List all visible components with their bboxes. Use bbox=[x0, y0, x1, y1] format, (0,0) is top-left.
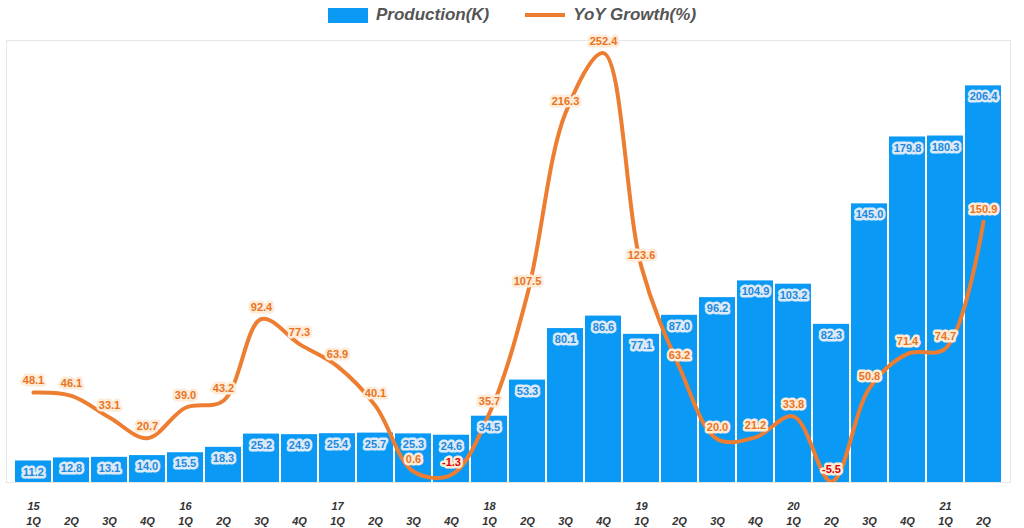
svg-text:4Q: 4Q bbox=[291, 515, 307, 527]
svg-text:43.2: 43.2 bbox=[213, 382, 234, 394]
svg-text:48.1: 48.1 bbox=[23, 374, 44, 386]
svg-text:4Q: 4Q bbox=[595, 515, 611, 527]
svg-text:24.9: 24.9 bbox=[289, 439, 310, 451]
svg-text:13.1: 13.1 bbox=[99, 462, 120, 474]
svg-text:4Q: 4Q bbox=[747, 515, 763, 527]
svg-text:-5.5: -5.5 bbox=[822, 463, 841, 475]
svg-text:87.0: 87.0 bbox=[669, 320, 690, 332]
svg-text:216.3: 216.3 bbox=[552, 95, 580, 107]
svg-text:25.7: 25.7 bbox=[365, 438, 386, 450]
svg-text:179.8: 179.8 bbox=[894, 141, 922, 153]
svg-text:151Q: 151Q bbox=[26, 500, 41, 527]
svg-text:74.7: 74.7 bbox=[935, 330, 956, 342]
svg-text:104.9: 104.9 bbox=[742, 285, 770, 297]
svg-text:3Q: 3Q bbox=[710, 515, 725, 527]
svg-text:24.6: 24.6 bbox=[441, 440, 462, 452]
svg-text:40.1: 40.1 bbox=[365, 387, 386, 399]
svg-text:103.2: 103.2 bbox=[780, 289, 808, 301]
svg-text:25.3: 25.3 bbox=[403, 438, 424, 450]
svg-text:2Q: 2Q bbox=[671, 515, 687, 527]
svg-text:63.2: 63.2 bbox=[669, 349, 690, 361]
svg-text:3Q: 3Q bbox=[558, 515, 573, 527]
svg-text:3Q: 3Q bbox=[862, 515, 877, 527]
svg-text:20.7: 20.7 bbox=[137, 420, 158, 432]
svg-text:77.1: 77.1 bbox=[631, 339, 652, 351]
svg-text:2Q: 2Q bbox=[823, 515, 839, 527]
svg-text:3Q: 3Q bbox=[254, 515, 269, 527]
svg-text:-1.3: -1.3 bbox=[442, 456, 461, 468]
svg-text:211Q: 211Q bbox=[938, 500, 953, 527]
svg-text:14.0: 14.0 bbox=[137, 460, 158, 472]
svg-text:206.4: 206.4 bbox=[970, 90, 998, 102]
svg-text:11.2: 11.2 bbox=[23, 465, 44, 477]
svg-text:96.2: 96.2 bbox=[707, 302, 728, 314]
svg-text:180.3: 180.3 bbox=[932, 141, 960, 153]
svg-text:50.8: 50.8 bbox=[859, 370, 880, 382]
svg-text:34.5: 34.5 bbox=[479, 421, 500, 433]
svg-text:2Q: 2Q bbox=[367, 515, 383, 527]
svg-text:201Q: 201Q bbox=[786, 500, 801, 527]
svg-text:77.3: 77.3 bbox=[289, 326, 310, 338]
svg-text:2Q: 2Q bbox=[63, 515, 79, 527]
html-text:YoY Growth(%): YoY Growth(%) bbox=[573, 5, 696, 24]
svg-text:92.4: 92.4 bbox=[251, 301, 273, 313]
svg-text:21.2: 21.2 bbox=[745, 419, 766, 431]
svg-text:33.8: 33.8 bbox=[783, 398, 804, 410]
svg-text:63.9: 63.9 bbox=[327, 348, 348, 360]
svg-text:20.0: 20.0 bbox=[707, 421, 728, 433]
svg-text:53.3: 53.3 bbox=[517, 385, 538, 397]
svg-text:145.0: 145.0 bbox=[856, 208, 884, 220]
svg-text:171Q: 171Q bbox=[330, 500, 345, 527]
svg-text:39.0: 39.0 bbox=[175, 389, 196, 401]
svg-text:3Q: 3Q bbox=[102, 515, 117, 527]
html-text:Production(K): Production(K) bbox=[375, 5, 490, 24]
svg-text:107.5: 107.5 bbox=[514, 275, 542, 287]
svg-text:18.3: 18.3 bbox=[213, 452, 234, 464]
svg-text:2Q: 2Q bbox=[975, 515, 991, 527]
svg-text:150.9: 150.9 bbox=[970, 203, 998, 215]
svg-text:191Q: 191Q bbox=[634, 500, 649, 527]
svg-text:15.5: 15.5 bbox=[175, 457, 196, 469]
svg-text:25.2: 25.2 bbox=[251, 439, 272, 451]
svg-text:35.7: 35.7 bbox=[479, 395, 500, 407]
svg-text:46.1: 46.1 bbox=[61, 377, 82, 389]
svg-text:0.6: 0.6 bbox=[406, 453, 421, 465]
svg-text:25.4: 25.4 bbox=[327, 438, 349, 450]
svg-text:252.4: 252.4 bbox=[590, 35, 618, 47]
svg-text:80.1: 80.1 bbox=[555, 333, 576, 345]
svg-text:12.8: 12.8 bbox=[61, 462, 82, 474]
svg-text:33.1: 33.1 bbox=[99, 399, 120, 411]
svg-text:2Q: 2Q bbox=[519, 515, 535, 527]
svg-text:123.6: 123.6 bbox=[628, 249, 656, 261]
svg-text:4Q: 4Q bbox=[139, 515, 155, 527]
svg-text:4Q: 4Q bbox=[899, 515, 915, 527]
svg-text:71.4: 71.4 bbox=[897, 335, 919, 347]
svg-text:161Q: 161Q bbox=[178, 500, 193, 527]
svg-text:4Q: 4Q bbox=[443, 515, 459, 527]
svg-text:2Q: 2Q bbox=[215, 515, 231, 527]
svg-text:86.6: 86.6 bbox=[593, 321, 614, 333]
svg-text:181Q: 181Q bbox=[482, 500, 497, 527]
svg-text:82.3: 82.3 bbox=[821, 329, 842, 341]
svg-text:3Q: 3Q bbox=[406, 515, 421, 527]
